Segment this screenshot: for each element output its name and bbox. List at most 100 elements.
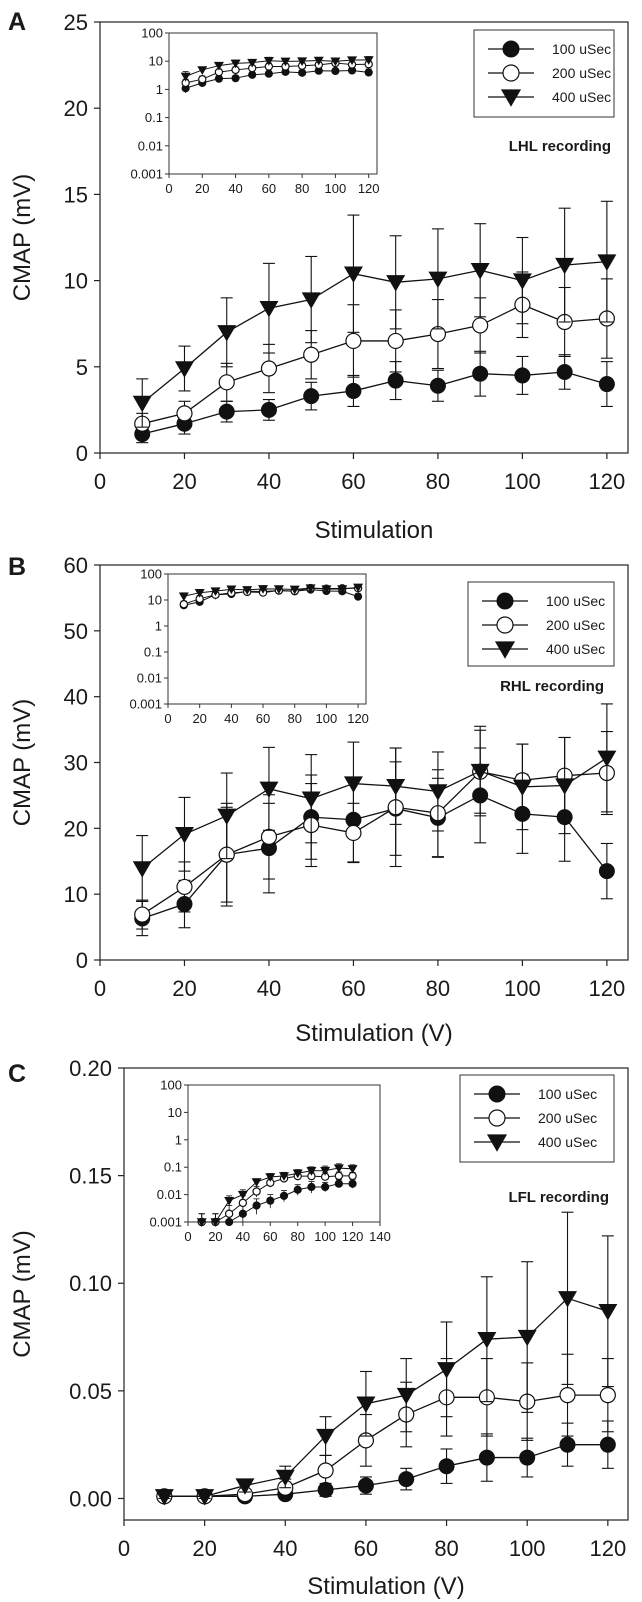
inset-data-point (337, 585, 348, 594)
series-1 (134, 729, 615, 930)
inset-data-point (273, 585, 284, 594)
x-tick-label: 40 (257, 976, 281, 1001)
legend-marker (488, 1085, 506, 1103)
y-tick-label: 0 (76, 948, 88, 973)
legend-label: 100 uSec (538, 1086, 597, 1102)
data-point (556, 363, 573, 380)
inset-data-point (305, 584, 316, 594)
data-point (472, 365, 489, 382)
data-point (301, 791, 321, 808)
inset-frame (168, 32, 378, 175)
inset-y-tick-label: 0.1 (144, 645, 162, 660)
plot-frame (99, 21, 629, 454)
legend-label: 400 uSec (538, 1134, 597, 1150)
inset-data-point (198, 74, 207, 84)
data-point (259, 781, 279, 799)
inset-x-tick-label: 60 (263, 1229, 277, 1244)
inset-x-tick-label: 100 (316, 711, 338, 726)
data-point (386, 778, 406, 796)
data-point (478, 1449, 495, 1466)
legend-label: 400 uSec (546, 641, 605, 657)
recording-label: RHL recording (500, 678, 604, 695)
inset-data-point (330, 57, 341, 67)
series-1 (134, 271, 615, 435)
inset-data-point (348, 1179, 357, 1188)
data-point (470, 263, 490, 280)
inset-x-tick-label: 120 (347, 711, 369, 726)
x-tick-label: 0 (94, 976, 106, 1001)
data-point (260, 401, 277, 418)
y-tick-label: 10 (64, 882, 88, 907)
series-line (164, 1444, 608, 1497)
panel-C: C0.000.050.100.150.200 20 40 60 80 100 120Stim… (8, 1056, 629, 1600)
inset-x-tick-label: 100 (325, 181, 347, 196)
inset-y-tick-label: 10 (149, 54, 163, 69)
inset-x-tick-label: 20 (192, 711, 206, 726)
x-tick-label: 20 (172, 976, 196, 1001)
inset: 0.001 0.01 0.1 1 10 100 0 20 40 60 80 100 120 (129, 567, 368, 727)
inset-x-tick-label: 60 (262, 181, 276, 196)
data-point (345, 824, 362, 842)
panel-letter: B (8, 553, 26, 581)
inset-y-tick-label: 0.001 (130, 167, 163, 182)
inset-data-point (364, 68, 373, 77)
x-tick-label: 0 (118, 1536, 130, 1561)
inset-x-tick-label: 80 (290, 1229, 304, 1244)
x-tick-label: 80 (426, 976, 450, 1001)
data-point (356, 1396, 376, 1413)
inset-data-point (180, 72, 191, 82)
series-line (141, 260, 607, 404)
data-point (396, 1387, 416, 1405)
inset-series-2 (178, 583, 364, 602)
legend-label: 200 uSec (546, 617, 605, 633)
y-tick-label: 0.00 (69, 1486, 112, 1511)
inset-y-tick-label: 10 (168, 1105, 182, 1120)
series-line (142, 304, 607, 425)
inset-data-point (252, 1187, 261, 1196)
inset-data-point (353, 592, 363, 601)
inset-x-tick-label: 40 (228, 181, 242, 196)
x-axis-label: Stimulation (V) (295, 1020, 452, 1047)
inset-x-tick-label: 140 (369, 1229, 391, 1244)
inset-data-point (333, 1164, 344, 1173)
inset-data-point (334, 1171, 344, 1181)
inset-data-point (263, 56, 274, 66)
legend-label: 100 uSec (552, 41, 611, 57)
data-point (517, 1329, 537, 1347)
legend-label: 100 uSec (546, 593, 605, 609)
inset-y-tick-label: 100 (140, 567, 162, 582)
inset-data-point (194, 588, 205, 598)
inset-y-tick-label: 0.01 (137, 671, 162, 686)
data-point (597, 750, 617, 768)
x-tick-label: 80 (434, 1536, 458, 1561)
data-point (514, 367, 531, 384)
data-point (512, 273, 532, 290)
series-2 (132, 200, 617, 428)
y-axis-label: CMAP (mV) (9, 699, 36, 827)
inset-y-tick-label: 0.1 (145, 110, 163, 125)
data-point (428, 271, 448, 289)
legend-marker (496, 616, 514, 634)
data-point (174, 361, 194, 378)
inset-y-tick-label: 0.001 (129, 697, 162, 712)
inset-data-point (197, 66, 208, 75)
inset-y-tick-label: 0.001 (149, 1215, 182, 1230)
inset-y-tick-label: 1 (175, 1132, 182, 1147)
legend-label: 200 uSec (538, 1110, 597, 1126)
inset-x-tick-label: 60 (256, 711, 270, 726)
series-line (164, 1297, 609, 1497)
inset-data-point (347, 56, 358, 66)
series-line (141, 771, 607, 916)
series-line (164, 1394, 608, 1497)
data-point (303, 346, 320, 363)
recording-label: LHL recording (509, 138, 611, 155)
legend-marker (502, 64, 520, 82)
inset-x-tick-label: 0 (165, 181, 172, 196)
inset-x-tick-label: 100 (314, 1229, 336, 1244)
data-point (598, 1303, 618, 1321)
data-point (477, 1331, 497, 1349)
data-point (218, 374, 235, 391)
inset-data-point (321, 585, 332, 595)
y-tick-label: 10 (64, 269, 88, 294)
